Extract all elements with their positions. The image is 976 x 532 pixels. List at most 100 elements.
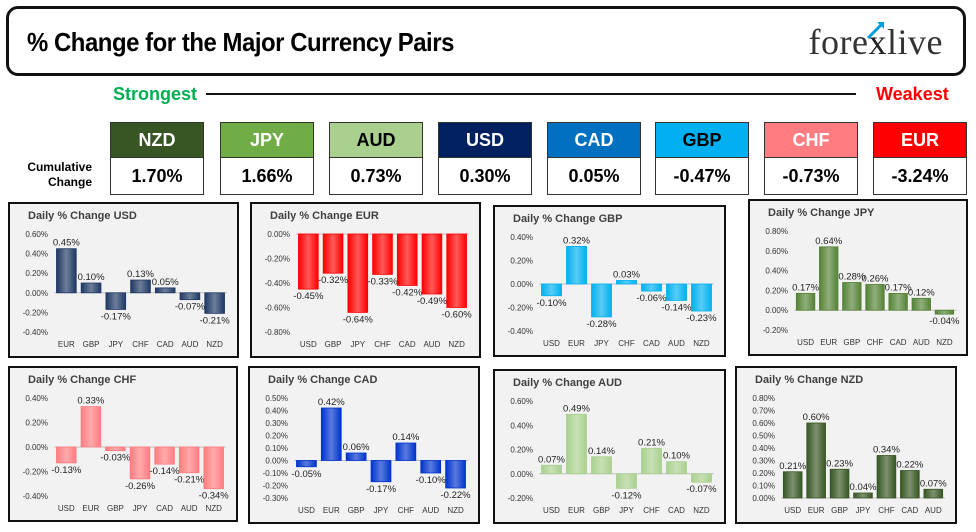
x-tick-label: EUR: [808, 506, 825, 515]
x-tick-label: CHF: [398, 506, 415, 515]
bar-cad: [641, 283, 662, 292]
x-tick-label: EUR: [58, 340, 75, 349]
y-tick-label: 0.00%: [25, 443, 48, 452]
y-tick-label: -0.20%: [508, 304, 533, 313]
currency-name: JPY: [220, 122, 314, 158]
bar-jpy: [616, 473, 637, 489]
y-tick-label: 0.50%: [752, 432, 775, 441]
data-label: -0.49%: [417, 296, 448, 307]
bar-cad: [396, 233, 418, 286]
data-label: -0.32%: [318, 275, 349, 286]
data-label: -0.12%: [611, 490, 642, 501]
bar-cad: [900, 470, 920, 499]
data-label: 0.05%: [152, 277, 179, 288]
y-tick-label: 0.20%: [510, 446, 533, 455]
chart-panel-gbp: Daily % Change GBP 0.40% 0.20% 0.00% -0.20%…: [493, 205, 726, 357]
currency-box-usd: USD 0.30%: [438, 122, 532, 195]
bar-usd: [56, 446, 77, 464]
bar-eur: [320, 407, 342, 461]
data-label: 0.03%: [613, 269, 640, 280]
y-tick-label: 0.20%: [752, 469, 775, 478]
bar-gbp: [829, 468, 850, 499]
currency-name: GBP: [655, 122, 749, 158]
data-label: -0.23%: [686, 313, 717, 324]
x-tick-label: USD: [300, 340, 317, 349]
bar-cad: [888, 292, 908, 311]
y-tick-label: 0.80%: [765, 227, 788, 236]
data-label: 0.06%: [343, 442, 370, 453]
y-tick-label: -0.20%: [508, 494, 533, 503]
chart-panel-usd: Daily % Change USD 0.60% 0.40% 0.20% 0.00% -…: [8, 202, 239, 358]
y-tick-label: 0.60%: [510, 397, 533, 406]
currency-cumulative-value: -3.24%: [873, 158, 967, 195]
currency-name: EUR: [873, 122, 967, 158]
chart-panel-cad: Daily % Change CAD 0.50% 0.40% 0.30% 0.20% 0…: [248, 366, 480, 524]
data-label: 0.64%: [815, 236, 842, 247]
data-label: 0.28%: [838, 271, 865, 282]
x-tick-label: EUR: [820, 338, 837, 347]
x-tick-label: CHF: [878, 506, 895, 515]
data-label: 0.21%: [638, 437, 665, 448]
chart-title: Daily % Change CAD: [268, 374, 378, 386]
data-label: 0.26%: [862, 273, 889, 284]
x-tick-label: GBP: [325, 340, 342, 349]
x-tick-label: JPY: [350, 340, 365, 349]
bar-usd: [298, 233, 319, 290]
bar-eur: [806, 422, 826, 499]
x-tick-label: CHF: [643, 506, 660, 515]
data-label: -0.06%: [636, 293, 667, 304]
y-tick-label: -0.20%: [263, 482, 288, 491]
data-label: -0.14%: [150, 466, 181, 477]
data-label: 0.14%: [588, 446, 615, 457]
chart-panel-chf: Daily % Change CHF 0.40% 0.20% 0.00% -0.20%…: [8, 366, 238, 522]
bar-nzd: [691, 473, 712, 483]
bar-jpy: [105, 292, 127, 310]
x-tick-label: AUD: [181, 340, 198, 349]
x-tick-label: GBP: [348, 506, 365, 515]
x-tick-label: EUR: [568, 339, 585, 348]
y-tick-label: 0.30%: [752, 457, 775, 466]
data-label: 0.45%: [53, 238, 80, 249]
bar-chf: [395, 442, 417, 461]
bar-nzd: [203, 446, 224, 490]
logo-text-fore: fore: [808, 22, 869, 62]
x-tick-label: GBP: [831, 506, 848, 515]
y-tick-label: -0.40%: [265, 279, 290, 288]
bar-nzd: [934, 309, 955, 315]
bar-nzd: [445, 460, 466, 489]
y-tick-label: 0.40%: [25, 250, 48, 259]
bar-gbp: [842, 282, 862, 311]
currency-cumulative-value: 1.66%: [220, 158, 314, 195]
x-tick-label: USD: [58, 504, 75, 513]
data-label: -0.10%: [416, 475, 447, 486]
data-label: -0.21%: [200, 315, 231, 326]
data-label: 0.23%: [826, 458, 853, 469]
bar-chf: [616, 280, 637, 285]
x-tick-label: EUR: [82, 504, 99, 513]
title-box: % Change for the Major Currency Pairs fo…: [6, 6, 966, 76]
x-tick-label: AUD: [423, 340, 440, 349]
data-label: -0.04%: [929, 316, 960, 327]
bar-chf: [130, 279, 151, 294]
y-tick-label: 0.00%: [752, 494, 775, 503]
x-tick-label: CAD: [901, 506, 918, 515]
bar-eur: [56, 248, 77, 294]
data-label: 0.22%: [896, 460, 923, 471]
currency-name: CHF: [764, 122, 858, 158]
chart-title: Daily % Change GBP: [513, 213, 623, 225]
data-label: 0.07%: [920, 478, 947, 489]
x-tick-label: AUD: [913, 338, 930, 347]
bar-gbp: [322, 233, 344, 274]
x-tick-label: USD: [543, 339, 560, 348]
chart-usd: 0.60% 0.40% 0.20% 0.00% -0.20% -0.40% 0.45% EUR…: [23, 230, 231, 349]
x-tick-label: NZD: [206, 340, 223, 349]
bar-chf: [641, 447, 662, 475]
bar-eur: [80, 406, 102, 448]
data-label: -0.42%: [392, 287, 423, 298]
data-label: -0.21%: [174, 475, 205, 486]
data-label: -0.17%: [101, 311, 132, 322]
y-tick-label: 0.00%: [25, 289, 48, 298]
cumulative-label-line-1: Cumulative: [27, 160, 92, 174]
x-tick-label: JPY: [133, 504, 148, 513]
chart-panel-eur: Daily % Change EUR 0.00% -0.20% -0.40% -0.6…: [250, 202, 481, 358]
